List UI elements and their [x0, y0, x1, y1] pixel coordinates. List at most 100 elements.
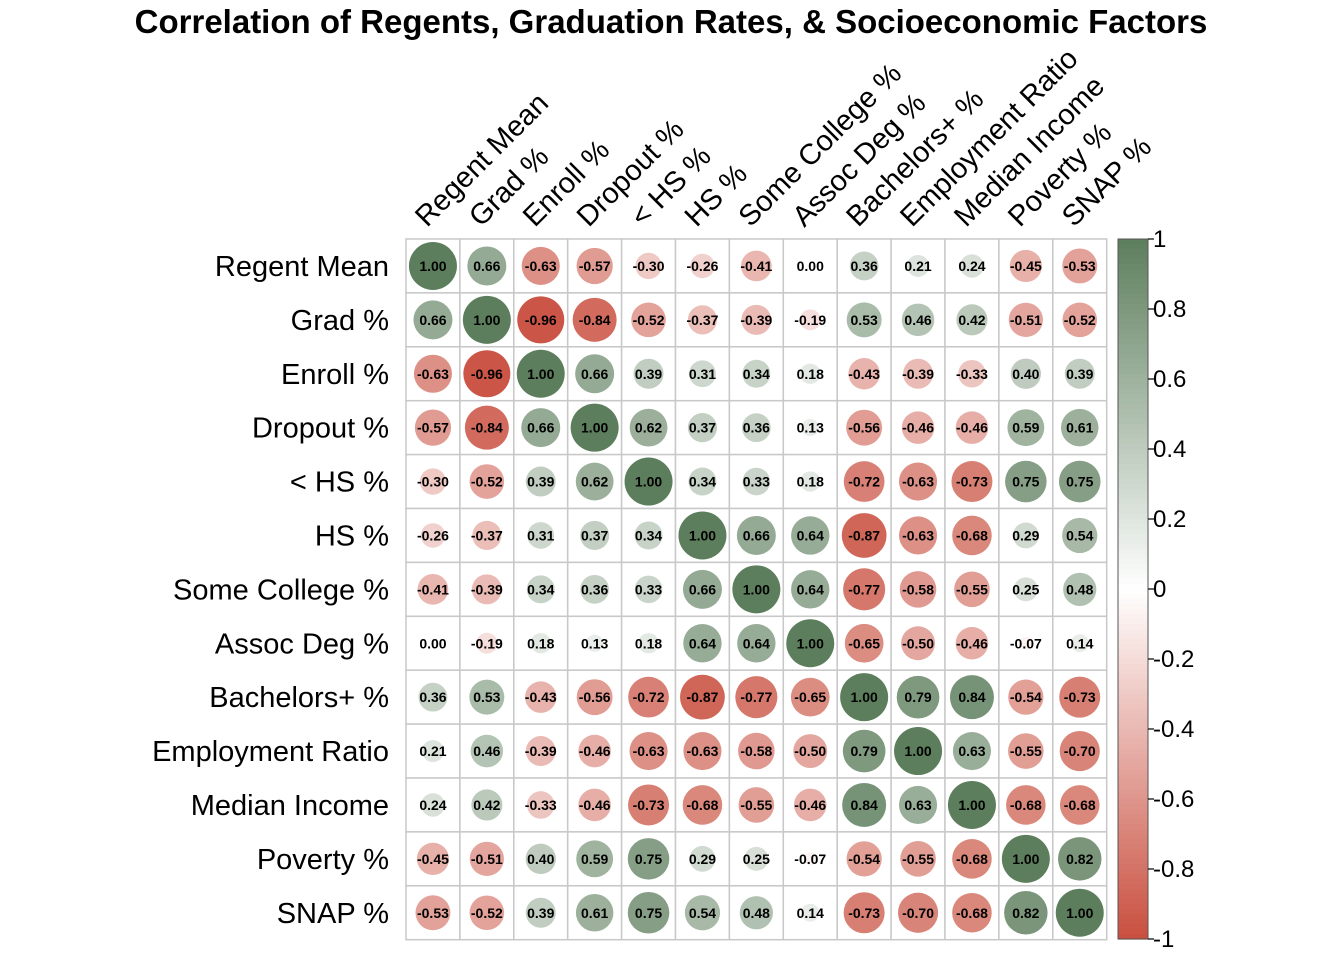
- correlation-value: -0.77: [848, 581, 880, 597]
- correlation-value: 0.33: [635, 581, 662, 597]
- row-label-dropout: Dropout %: [252, 413, 389, 445]
- correlation-circle: [1010, 358, 1042, 389]
- correlation-circle: [689, 360, 716, 388]
- correlation-circle: [408, 241, 457, 290]
- colorbar-segment: [1118, 469, 1148, 475]
- colorbar-segment: [1118, 354, 1148, 360]
- correlation-value: 0.00: [797, 258, 824, 274]
- correlation-circle: [633, 358, 664, 389]
- correlation-value: -0.68: [956, 527, 988, 543]
- correlation-value: -0.19: [471, 635, 503, 651]
- colorbar-segment: [1118, 369, 1148, 375]
- correlation-value: 1.00: [581, 420, 608, 436]
- correlation-circle: [958, 359, 986, 388]
- correlation-value: -0.52: [471, 905, 503, 921]
- correlation-circle: [1062, 248, 1098, 284]
- correlation-circle: [469, 841, 504, 876]
- correlation-value: 0.66: [581, 366, 608, 382]
- correlation-circle: [628, 676, 669, 718]
- correlation-circle: [516, 349, 565, 398]
- colorbar-segment: [1118, 254, 1148, 260]
- correlation-circle: [955, 626, 989, 660]
- colorbar-tick-label: -0.4: [1153, 716, 1194, 743]
- correlation-circle: [842, 782, 887, 827]
- correlation-value: -0.50: [902, 635, 934, 651]
- colorbar-segment: [1118, 239, 1148, 245]
- correlation-circle: [801, 418, 819, 437]
- correlation-value: -0.37: [471, 527, 503, 543]
- colorbar-segment: [1118, 494, 1148, 500]
- correlation-value: 0.66: [527, 420, 554, 436]
- correlation-value: 0.29: [689, 851, 716, 867]
- correlation-value: -0.87: [686, 689, 718, 705]
- correlation-value: -0.45: [417, 851, 449, 867]
- correlation-circle: [1059, 730, 1100, 772]
- correlation-value: 0.18: [527, 635, 554, 651]
- colorbar-segment: [1118, 459, 1148, 465]
- colorbar-segment: [1118, 449, 1148, 455]
- correlation-value: 1.00: [743, 581, 770, 597]
- correlation-value: 0.25: [1012, 581, 1039, 597]
- correlation-circle: [1006, 785, 1046, 825]
- correlation-circle: [624, 457, 673, 506]
- colorbar-segment: [1118, 664, 1148, 670]
- correlation-circle: [1007, 409, 1045, 447]
- colorbar-segment: [1118, 434, 1148, 440]
- correlation-circle: [678, 511, 727, 560]
- colorbar-segment: [1118, 329, 1148, 335]
- correlation-value: 0.39: [1066, 366, 1093, 382]
- correlation-value: -0.73: [1064, 689, 1096, 705]
- correlation-circle: [1008, 733, 1044, 769]
- colorbar-segment: [1118, 859, 1148, 865]
- colorbar-segment: [1118, 759, 1148, 765]
- correlation-circle: [580, 520, 610, 551]
- colorbar-tick-label: -0.6: [1153, 786, 1194, 813]
- colorbar-segment: [1118, 534, 1148, 540]
- correlation-circle: [901, 411, 935, 444]
- colorbar-segment: [1118, 299, 1148, 305]
- correlation-value: -0.41: [740, 258, 772, 274]
- colorbar-tick-label: 0.6: [1153, 366, 1186, 393]
- correlation-circle: [680, 674, 725, 720]
- correlation-circle: [683, 732, 722, 771]
- correlation-circle: [463, 350, 511, 398]
- colorbar-segment: [1118, 539, 1148, 545]
- correlation-value: -0.73: [956, 474, 988, 490]
- colorbar-segment: [1118, 854, 1148, 860]
- colorbar-segment: [1118, 884, 1148, 890]
- correlation-circle: [952, 732, 991, 771]
- correlation-circle: [1059, 676, 1101, 718]
- colorbar-segment: [1118, 549, 1148, 555]
- correlation-value: 0.37: [689, 420, 716, 436]
- correlation-value: -0.26: [686, 258, 718, 274]
- correlation-value: -0.53: [417, 905, 449, 921]
- colorbar-segment: [1118, 379, 1148, 385]
- correlation-circle: [575, 354, 615, 394]
- correlation-circle: [901, 626, 936, 661]
- colorbar-segment: [1118, 919, 1148, 925]
- correlation-circle: [732, 565, 781, 614]
- correlation-circle: [472, 520, 502, 551]
- colorbar-segment: [1118, 869, 1148, 875]
- colorbar-segment: [1118, 894, 1148, 900]
- correlation-value: 0.53: [851, 312, 878, 328]
- correlation-circle: [527, 522, 555, 549]
- correlation-value: 1.00: [527, 366, 554, 382]
- colorbar-segment: [1118, 544, 1148, 550]
- correlation-circle: [846, 302, 882, 338]
- colorbar-segment: [1118, 394, 1148, 400]
- correlation-circle: [413, 354, 452, 393]
- correlation-circle: [1061, 408, 1099, 447]
- correlation-circle: [952, 839, 992, 879]
- chart-title: Correlation of Regents, Graduation Rates…: [135, 3, 1208, 40]
- correlation-value: -0.54: [848, 851, 880, 867]
- colorbar-tick-label: 0.8: [1153, 296, 1186, 323]
- colorbar-segment: [1118, 794, 1148, 800]
- correlation-circle: [464, 405, 509, 450]
- correlation-circle: [419, 468, 447, 495]
- correlation-value: 0.54: [1066, 527, 1093, 543]
- correlation-value: 1.00: [958, 797, 985, 813]
- correlation-circle: [418, 682, 448, 712]
- colorbar-segment: [1118, 554, 1148, 560]
- colorbar-segment: [1118, 639, 1148, 645]
